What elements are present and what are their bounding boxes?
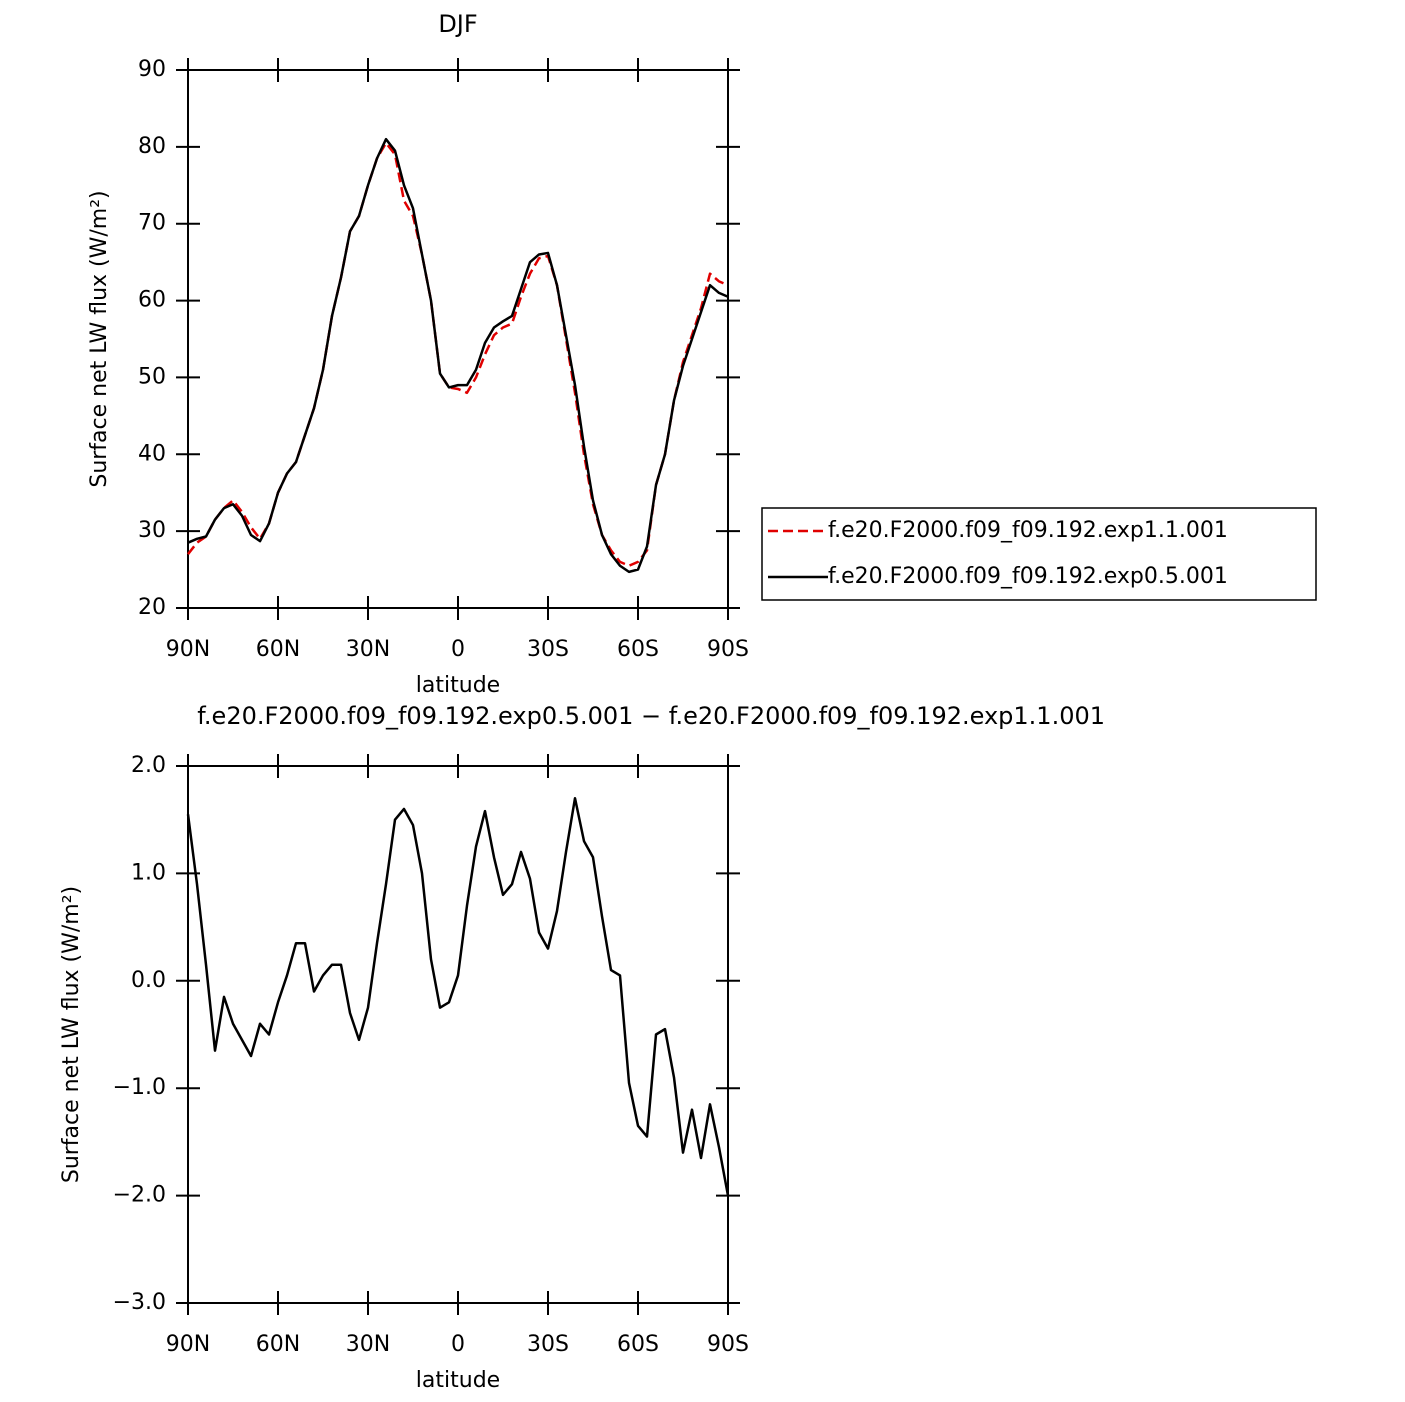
x-tick-label: 30N [346,637,390,662]
x-tick-label: 30S [527,1332,569,1357]
y-tick-label: 20 [138,595,166,620]
x-tick-label: 90S [707,1332,749,1357]
plot-frame [187,69,729,609]
x-tick-label: 0 [451,637,465,662]
y-axis-label: Surface net LW flux (W/m²) [59,886,84,1183]
data-line [187,141,729,567]
y-tick-label: 70 [138,211,166,236]
y-tick-label: 60 [138,288,166,313]
x-tick-label: 60N [256,637,300,662]
y-tick-label: 50 [138,364,166,389]
x-tick-label: 30S [527,637,569,662]
y-tick-label: 2.0 [131,753,166,778]
legend-box [761,507,1317,601]
x-tick-label: 0 [451,1332,465,1357]
x-tick-label: 60S [617,1332,659,1357]
x-tick-label: 30N [346,1332,390,1357]
y-tick-label: −3.0 [113,1290,166,1315]
y-tick-label: −2.0 [113,1183,166,1208]
x-tick-label: 90N [166,1332,210,1357]
data-line [186,796,730,1196]
legend-label: f.e20.F2000.f09_f09.192.exp0.5.001 [828,564,1228,589]
legend-label: f.e20.F2000.f09_f09.192.exp1.1.001 [828,518,1228,543]
x-axis-label: latitude [416,673,500,698]
x-tick-label: 90N [166,637,210,662]
y-tick-label: 30 [138,518,166,543]
x-tick-label: 60N [256,1332,300,1357]
data-line [187,137,729,574]
x-axis-label: latitude [416,1368,500,1393]
x-tick-label: 60S [617,637,659,662]
x-tick-label: 90S [707,637,749,662]
y-tick-label: 90 [138,57,166,82]
y-tick-label: 1.0 [131,860,166,885]
chart-title: f.e20.F2000.f09_f09.192.exp0.5.001 − f.e… [197,702,1105,730]
y-tick-label: −1.0 [113,1075,166,1100]
y-axis-label: Surface net LW flux (W/m²) [87,190,112,487]
y-tick-label: 40 [138,441,166,466]
y-tick-label: 80 [138,134,166,159]
y-tick-label: 0.0 [131,968,166,993]
chart-title: DJF [438,10,477,38]
